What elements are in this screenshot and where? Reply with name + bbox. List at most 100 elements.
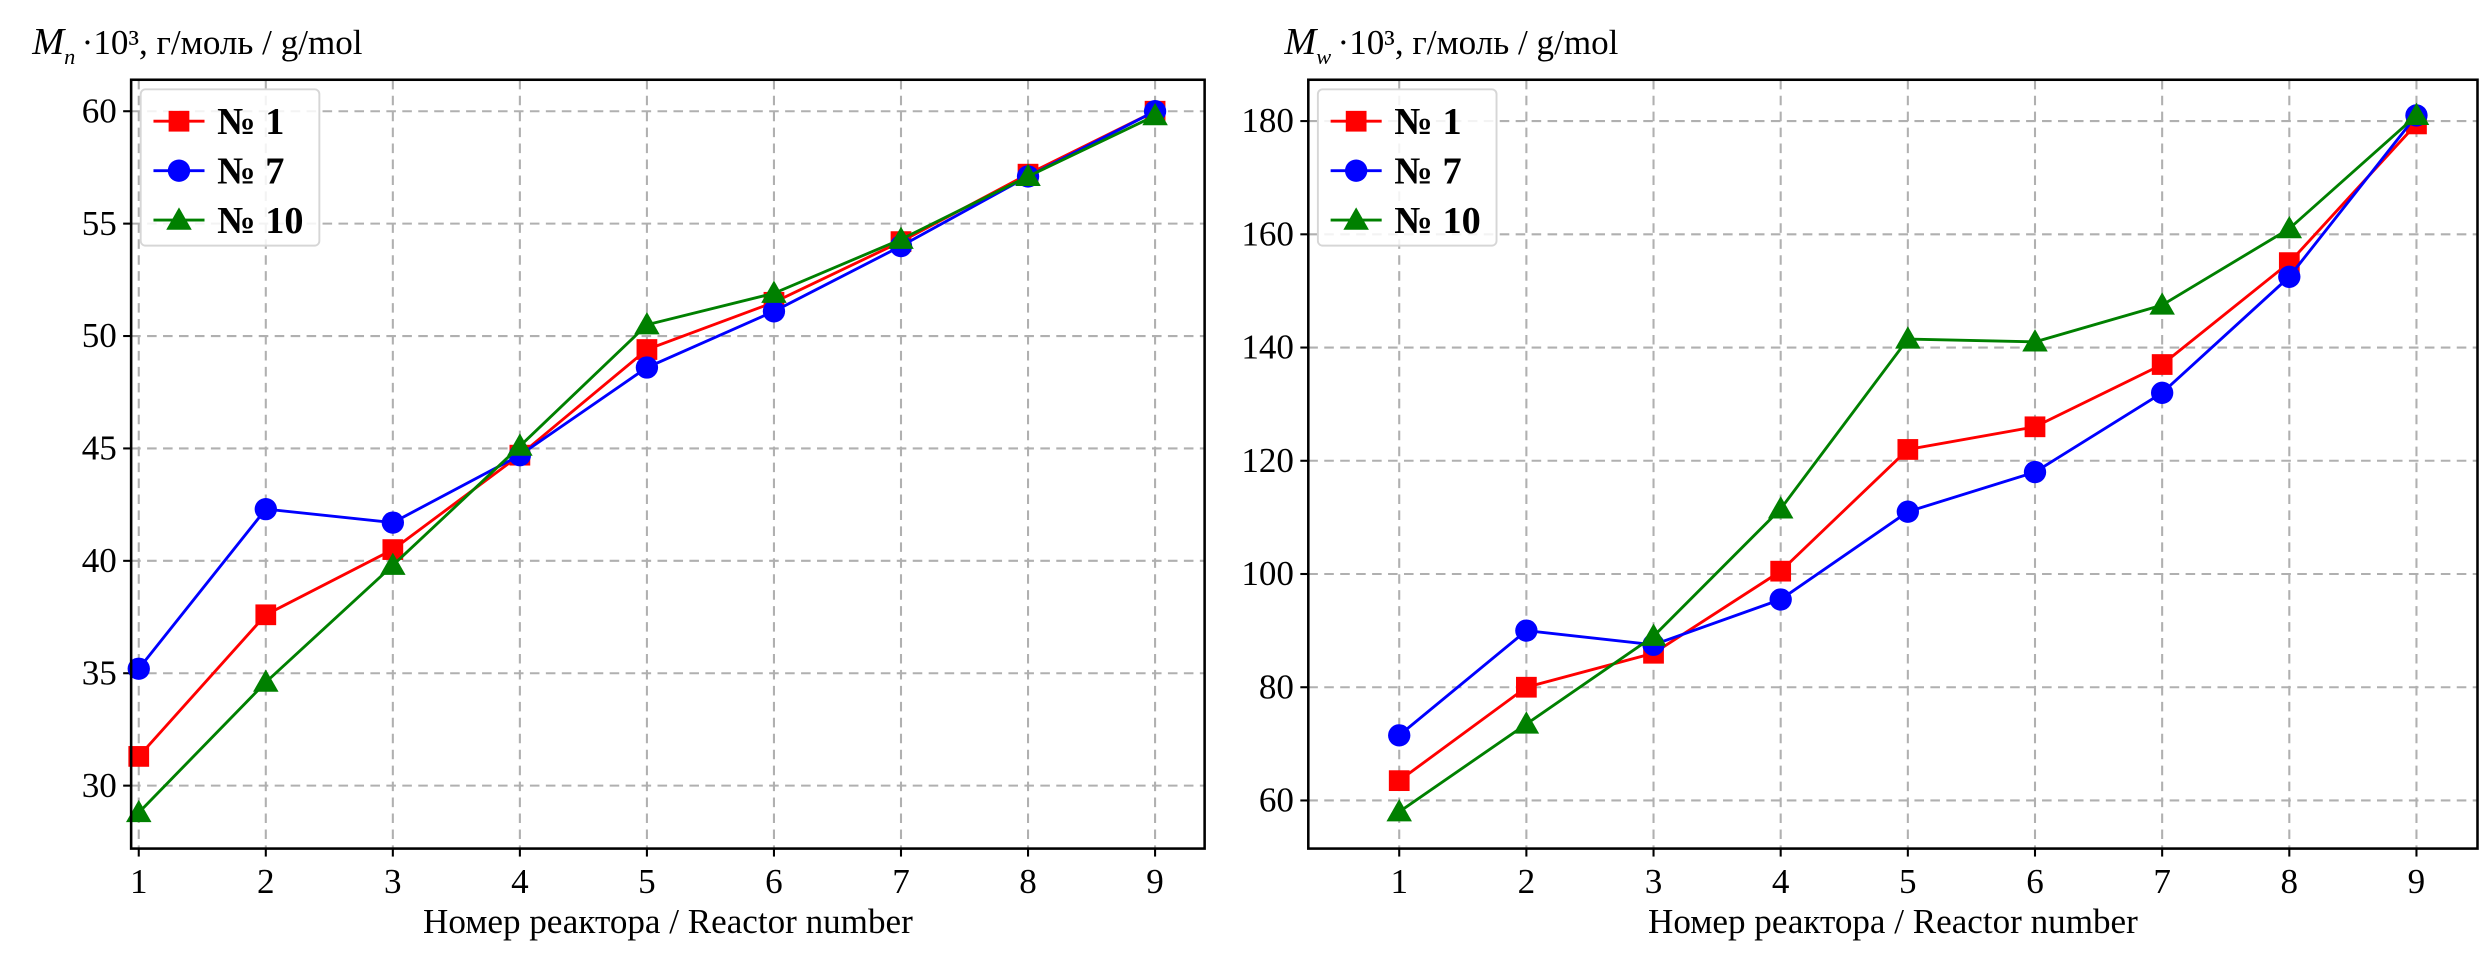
data-point bbox=[128, 746, 150, 767]
data-point bbox=[1769, 588, 1792, 611]
y-tick-label: 60 bbox=[82, 91, 117, 130]
x-tick-label: 8 bbox=[2281, 862, 2299, 901]
data-point bbox=[634, 312, 660, 335]
x-tick-label: 6 bbox=[765, 862, 783, 901]
x-tick-label: 9 bbox=[1146, 862, 1164, 901]
legend-label: № 1 bbox=[1394, 101, 1461, 143]
y-tick-label: 120 bbox=[1241, 441, 1294, 480]
data-point bbox=[636, 339, 658, 360]
legend: № 1 № 7 № 10 bbox=[139, 88, 321, 247]
series-7 bbox=[1388, 104, 2428, 747]
chart-mw: 1 2 3 4 5 6 7 8 9 60 80 100 120 140 160 180 № 1 № 7 № 10 Mw… bbox=[1241, 21, 2479, 941]
data-point bbox=[1513, 711, 1540, 734]
data-point bbox=[1516, 676, 1537, 698]
x-tick-label: 8 bbox=[1019, 862, 1037, 901]
data-point bbox=[2023, 460, 2047, 484]
y-label-units: ·10³, г/моль / g/mol bbox=[1338, 23, 1619, 62]
legend-marker-triangle-icon bbox=[1343, 207, 1369, 230]
x-tick-label: 6 bbox=[2026, 862, 2044, 901]
legend-marker-square-icon bbox=[1345, 110, 1367, 132]
y-axis-label: Mw ·10³, г/моль / g/mol bbox=[1283, 21, 1618, 69]
x-tick-label: 4 bbox=[511, 862, 529, 901]
data-point bbox=[1896, 500, 1920, 523]
legend: № 1 № 7 № 10 bbox=[1316, 88, 1498, 247]
y-label-symbol: M bbox=[31, 21, 66, 63]
data-point bbox=[762, 300, 786, 323]
data-point bbox=[253, 669, 279, 692]
y-tick-label: 140 bbox=[1241, 328, 1294, 367]
data-point bbox=[381, 511, 405, 534]
data-point bbox=[635, 356, 659, 379]
legend-marker-triangle-icon bbox=[166, 207, 192, 230]
x-axis-label: Номер реактора / Reactor number bbox=[1648, 902, 2138, 941]
axes-frame bbox=[1307, 78, 2479, 850]
x-tick-label: 3 bbox=[1645, 862, 1663, 901]
data-point bbox=[888, 226, 914, 249]
legend-label: № 7 bbox=[1394, 150, 1461, 192]
y-tick-label: 80 bbox=[1259, 667, 1294, 706]
data-point bbox=[1770, 560, 1792, 582]
y-tick-label: 45 bbox=[82, 429, 117, 468]
data-point bbox=[382, 539, 404, 560]
y-tick-label: 180 bbox=[1241, 101, 1294, 140]
data-point bbox=[1515, 619, 1538, 642]
y-label-subscript: w bbox=[1316, 44, 1331, 69]
y-tick-label: 30 bbox=[82, 766, 117, 805]
legend-marker-circle-icon bbox=[167, 159, 191, 182]
x-tick-label: 3 bbox=[384, 862, 402, 901]
data-point bbox=[380, 552, 406, 575]
x-tick-label: 4 bbox=[1772, 862, 1790, 901]
data-point bbox=[2403, 102, 2430, 125]
legend-label: № 10 bbox=[217, 200, 303, 242]
y-axis-label: Mn ·10³, г/моль / g/mol bbox=[31, 21, 363, 69]
legend-label: № 1 bbox=[217, 101, 284, 143]
y-tick-label: 100 bbox=[1241, 554, 1294, 593]
legend-label: № 7 bbox=[217, 150, 284, 192]
data-point bbox=[1895, 326, 1921, 349]
legend-label: № 10 bbox=[1394, 200, 1480, 242]
y-tick-label: 40 bbox=[82, 541, 117, 580]
y-label-subscript: n bbox=[64, 44, 75, 69]
data-point bbox=[2151, 354, 2173, 375]
data-point bbox=[1388, 724, 1411, 747]
data-point bbox=[1897, 439, 1919, 460]
y-tick-label: 160 bbox=[1241, 214, 1294, 253]
x-tick-label: 1 bbox=[1390, 862, 1408, 901]
data-point bbox=[2278, 265, 2301, 288]
y-tick-label: 55 bbox=[82, 204, 117, 243]
data-point bbox=[254, 497, 277, 521]
data-point bbox=[1142, 102, 1168, 126]
data-point bbox=[2276, 215, 2303, 239]
data-point bbox=[1388, 770, 1410, 792]
legend-marker-square-icon bbox=[168, 110, 190, 132]
data-point bbox=[2149, 292, 2175, 315]
x-tick-label: 2 bbox=[257, 862, 275, 901]
data-point bbox=[761, 280, 787, 303]
data-point bbox=[1015, 163, 1041, 186]
x-axis-label: Номер реактора / Reactor number bbox=[423, 902, 913, 941]
data-point bbox=[2024, 416, 2046, 438]
x-tick-label: 5 bbox=[1899, 862, 1917, 901]
data-point bbox=[1640, 623, 1667, 646]
x-tick-label: 7 bbox=[892, 862, 910, 901]
legend-marker-circle-icon bbox=[1344, 159, 1368, 182]
x-tick-label: 2 bbox=[1518, 862, 1536, 901]
data-point bbox=[127, 657, 150, 680]
x-tick-label: 7 bbox=[2153, 862, 2171, 901]
x-tick-label: 1 bbox=[130, 862, 148, 901]
y-tick-label: 50 bbox=[82, 316, 117, 355]
data-point bbox=[2150, 381, 2174, 404]
y-label-symbol: M bbox=[1283, 21, 1318, 63]
axes-frame bbox=[129, 78, 1206, 850]
data-point bbox=[255, 604, 277, 626]
data-point bbox=[2022, 329, 2048, 352]
series-10 bbox=[1386, 102, 2430, 822]
data-point bbox=[1386, 799, 1412, 822]
data-point bbox=[1767, 496, 1794, 519]
y-label-units: ·10³, г/моль / g/mol bbox=[82, 23, 363, 62]
x-tick-label: 9 bbox=[2408, 862, 2426, 901]
y-tick-label: 35 bbox=[82, 653, 117, 692]
data-point bbox=[507, 433, 533, 456]
